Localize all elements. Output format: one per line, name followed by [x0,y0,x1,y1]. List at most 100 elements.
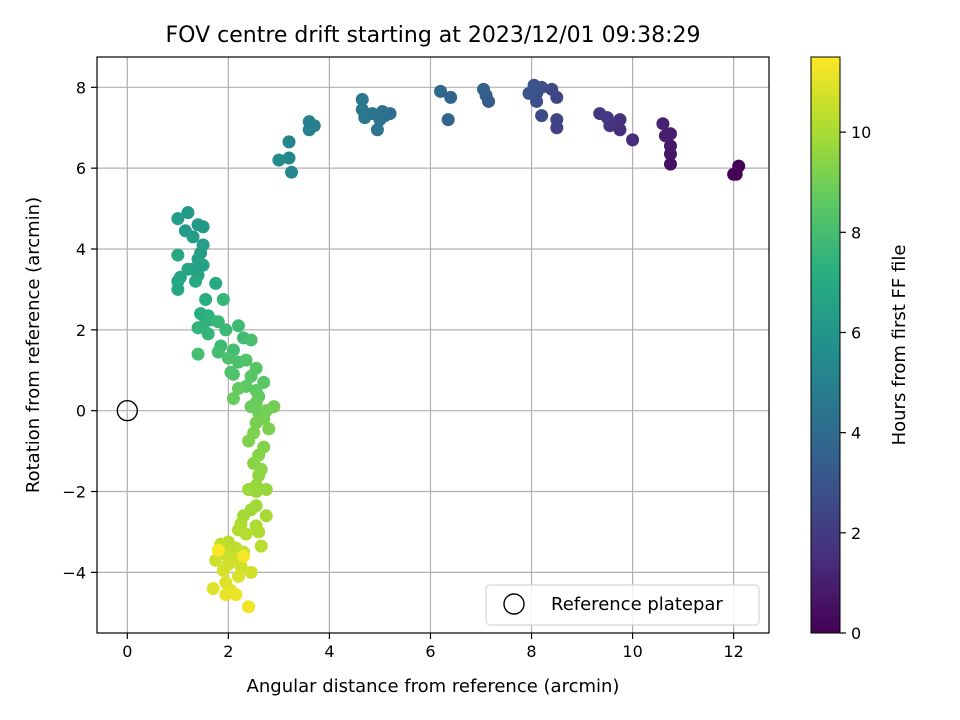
data-point [244,333,258,347]
data-point [259,483,273,497]
data-point [189,274,203,288]
data-point [613,123,627,137]
chart-title: FOV centre drift starting at 2023/12/01 … [166,23,701,48]
data-point [535,109,549,123]
legend-entry-reference: Reference platepar [551,594,723,615]
data-point [355,103,369,117]
data-point [239,527,253,541]
data-point [226,392,240,406]
grid [97,57,769,633]
x-tick-label: 4 [324,642,334,661]
x-tick-label: 10 [622,642,642,661]
colorbar-tick-label: 10 [851,123,871,142]
data-point [231,319,245,333]
data-point [211,543,225,557]
plot-area [96,56,770,634]
y-tick-label: 2 [76,321,86,340]
data-point [252,468,266,482]
data-point [593,107,607,121]
y-tick-label: −4 [62,563,86,582]
data-point [242,434,256,448]
x-tick-label: 0 [122,642,132,661]
plot-background [97,57,769,633]
y-tick-label: 8 [76,78,86,97]
data-point [434,84,448,98]
colorbar-tick-label: 6 [851,323,861,342]
data-point [209,553,223,567]
y-axis-ticks: −4 −2 0 2 4 6 8 [62,78,97,582]
data-point [237,549,251,563]
data-point [663,157,677,171]
data-point [444,90,458,104]
data-point [201,327,215,341]
reference-platepar-marker [116,399,139,422]
data-point [219,588,233,602]
legend: Reference platepar [485,584,760,626]
data-point [171,282,185,296]
data-point [216,293,230,307]
data-point [267,400,281,414]
colorbar-tick-label: 4 [851,424,861,443]
data-point [613,113,627,127]
data-point [191,218,205,232]
data-point [302,123,316,137]
data-point [186,230,200,244]
data-point [206,582,220,596]
data-point [191,347,205,361]
data-point [272,153,286,167]
data-point [249,416,263,430]
reference-point-group [116,399,139,422]
data-point [545,82,559,96]
data-point [216,563,230,577]
x-tick-label: 12 [723,642,743,661]
data-point [244,369,258,383]
data-point [211,345,225,359]
scatter-points [171,78,746,614]
colorbar-label: Hours from first FF file [889,245,910,446]
data-point [221,351,235,365]
y-tick-label: 0 [76,402,86,421]
data-point [252,525,266,539]
data-point [239,353,253,367]
data-point [658,129,672,143]
y-tick-label: 4 [76,240,86,259]
data-point [181,206,195,220]
y-axis-label: Rotation from reference (arcmin) [23,197,44,493]
data-point [522,86,536,100]
x-tick-label: 2 [223,642,233,661]
data-point [171,212,185,226]
data-point [477,82,491,96]
data-point [626,133,640,147]
data-point [196,258,210,272]
data-point [550,113,564,127]
x-axis-ticks: 0 2 4 6 8 10 12 [122,633,744,661]
y-tick-label: 6 [76,159,86,178]
x-tick-label: 6 [425,642,435,661]
data-point [370,123,384,137]
data-point [209,276,223,290]
data-point [231,569,245,583]
data-point [663,139,677,153]
x-axis-label: Angular distance from reference (arcmin) [247,676,620,697]
legend-reference-marker [503,593,525,615]
colorbar-ticks: 0 2 4 6 8 10 [840,123,871,643]
y-tick-label: −2 [62,483,86,502]
data-point [242,483,256,497]
data-point [282,151,296,165]
colorbar-tick-label: 2 [851,524,861,543]
data-point [231,381,245,395]
data-point [226,367,240,381]
legend-box [485,584,760,626]
data-point [285,165,299,179]
data-point [656,117,670,131]
data-point [234,559,248,573]
data-point [199,293,213,307]
data-point [282,135,296,149]
data-point [727,167,741,181]
data-point [191,321,205,335]
data-point [244,565,258,579]
data-point [242,600,256,614]
data-point [262,422,276,436]
colorbar: 0 2 4 6 8 10 Hours from first FF file [810,56,910,643]
plot-frame [96,56,770,634]
